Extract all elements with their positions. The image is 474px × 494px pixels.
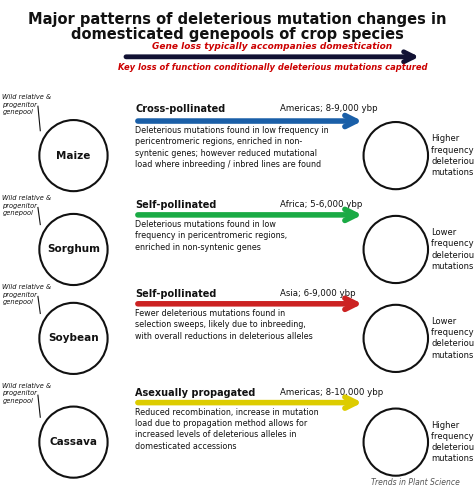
Text: Gene loss typically accompanies domestication: Gene loss typically accompanies domestic… [153,42,392,51]
Text: Self-pollinated: Self-pollinated [135,200,217,210]
Text: Americas; 8-9,000 ybp: Americas; 8-9,000 ybp [280,104,377,113]
Text: Wild relative &
progenitor
genepool: Wild relative & progenitor genepool [2,383,52,404]
Text: domesticated genepools of crop species: domesticated genepools of crop species [71,27,403,41]
Text: Trends in Plant Science: Trends in Plant Science [371,478,460,487]
Text: Reduced recombination, increase in mutation
load due to propagation method allow: Reduced recombination, increase in mutat… [135,408,319,451]
Text: Asexually propagated: Asexually propagated [135,388,255,398]
Text: Lower
frequency of
deleterious
mutations: Lower frequency of deleterious mutations [431,317,474,360]
Text: Wild relative &
progenitor
genepool: Wild relative & progenitor genepool [2,284,52,305]
Text: Wild relative &
progenitor
genepool: Wild relative & progenitor genepool [2,94,52,115]
Text: Major patterns of deleterious mutation changes in: Major patterns of deleterious mutation c… [28,12,446,27]
Text: Key loss of function conditionally deleterious mutations captured: Key loss of function conditionally delet… [118,63,427,72]
Text: Maize: Maize [56,151,91,161]
Text: Fewer deleterious mutations found in
selection sweeps, likely due to inbreeding,: Fewer deleterious mutations found in sel… [135,309,313,341]
Text: Higher
frequency of
deleterious
mutations: Higher frequency of deleterious mutation… [431,421,474,463]
Text: Asia; 6-9,000 ybp: Asia; 6-9,000 ybp [280,289,356,298]
Text: Wild relative &
progenitor
genepool: Wild relative & progenitor genepool [2,195,52,216]
Text: Deleterious mutations found in low frequency in
pericentromeric regions, enriche: Deleterious mutations found in low frequ… [135,126,328,169]
Text: Americas; 8-10,000 ybp: Americas; 8-10,000 ybp [280,388,383,397]
Text: Higher
frequency of
deleterious
mutations: Higher frequency of deleterious mutation… [431,134,474,177]
Text: Africa; 5-6,000 ybp: Africa; 5-6,000 ybp [280,200,362,209]
Text: Lower
frequency of
deleterious
mutations: Lower frequency of deleterious mutations [431,228,474,271]
Text: Sorghum: Sorghum [47,245,100,254]
Text: Cross-pollinated: Cross-pollinated [135,104,225,114]
Text: Self-pollinated: Self-pollinated [135,289,217,299]
Text: Soybean: Soybean [48,333,99,343]
Text: Deleterious mutations found in low
frequency in pericentromeric regions,
enriche: Deleterious mutations found in low frequ… [135,220,287,252]
Text: Cassava: Cassava [49,437,98,447]
